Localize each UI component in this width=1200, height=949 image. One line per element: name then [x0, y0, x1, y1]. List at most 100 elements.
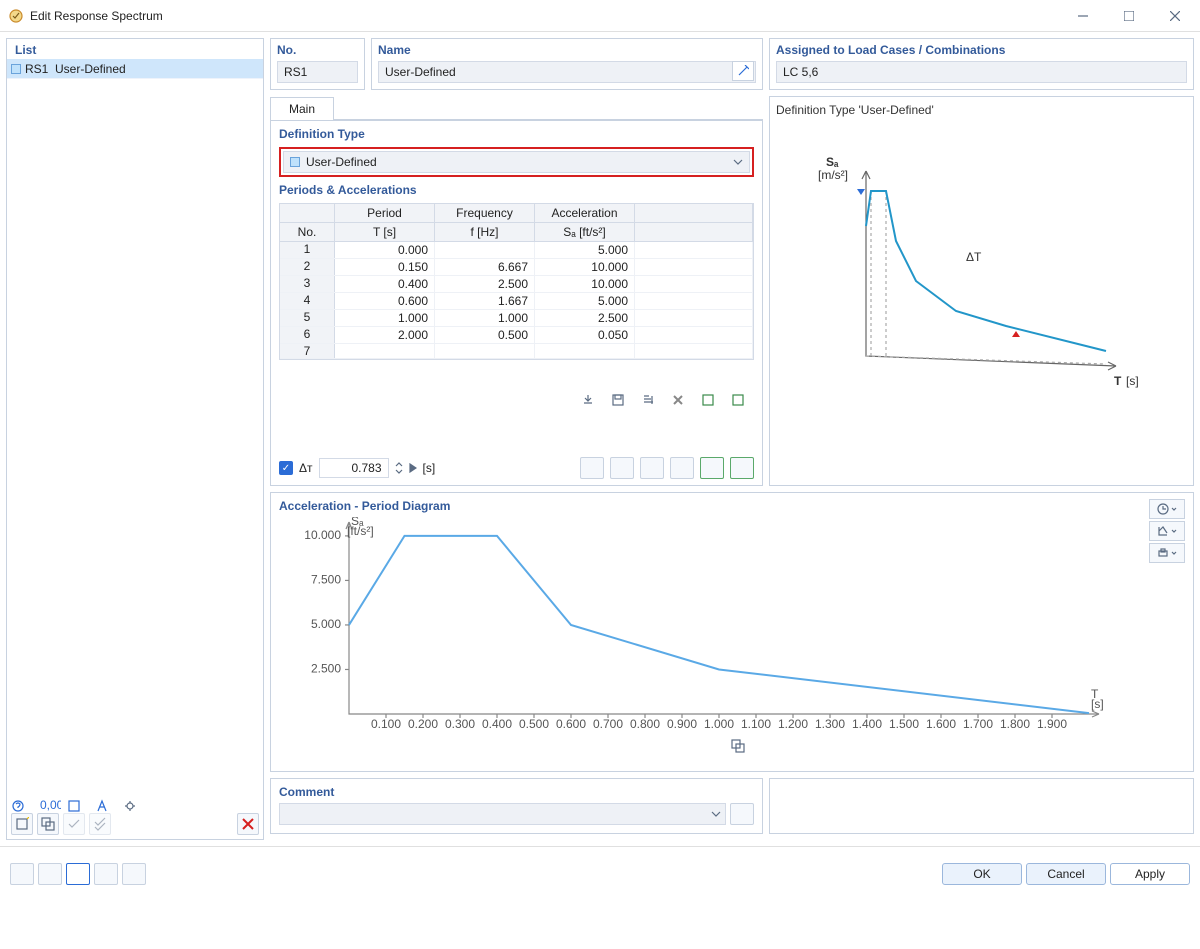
settings-button[interactable] [122, 863, 146, 885]
svg-text:1.900: 1.900 [1037, 717, 1067, 731]
ok-button[interactable]: OK [942, 863, 1022, 885]
table-row[interactable]: 10.0005.000 [280, 242, 753, 259]
svg-text:0.700: 0.700 [593, 717, 623, 731]
svg-text:1.500: 1.500 [889, 717, 919, 731]
svg-text:1.200: 1.200 [778, 717, 808, 731]
table-row[interactable]: 62.0000.5000.050 [280, 327, 753, 344]
delete-item-button[interactable] [237, 813, 259, 835]
svg-text:T: T [1114, 374, 1122, 388]
periods-label: Periods & Accelerations [279, 183, 754, 197]
tool-clock[interactable] [1149, 499, 1185, 519]
definition-type-icon [290, 157, 300, 167]
dt-input[interactable]: 0.783 [319, 458, 389, 478]
comment-input[interactable] [279, 803, 726, 825]
excel-import-button[interactable] [700, 457, 724, 479]
import-button[interactable] [580, 457, 604, 479]
svg-text:ΔT: ΔT [966, 250, 982, 264]
svg-text:1.000: 1.000 [704, 717, 734, 731]
table-row[interactable]: 7 [280, 344, 753, 359]
list-item-name: User-Defined [55, 62, 126, 76]
maximize-button[interactable] [1106, 0, 1152, 32]
svg-text:2.500: 2.500 [311, 661, 341, 675]
svg-text:1.700: 1.700 [963, 717, 993, 731]
svg-text:[m/s²]: [m/s²] [818, 168, 848, 182]
svg-text:0.300: 0.300 [445, 717, 475, 731]
check-all-button[interactable] [89, 813, 111, 835]
svg-text:0.500: 0.500 [519, 717, 549, 731]
clear-button[interactable] [670, 457, 694, 479]
highlight-box: User-Defined [279, 147, 754, 177]
diagram-tools [1149, 499, 1185, 563]
svg-text:0.100: 0.100 [371, 717, 401, 731]
dt-unit: [s] [423, 461, 436, 475]
assigned-label: Assigned to Load Cases / Combinations [776, 41, 1187, 61]
tab-main[interactable]: Main [270, 97, 334, 120]
window-title: Edit Response Spectrum [30, 9, 1060, 23]
col-frequency-header: Frequency [435, 204, 535, 222]
sort-button[interactable] [640, 457, 664, 479]
assigned-field: Assigned to Load Cases / Combinations LC… [769, 38, 1194, 90]
svg-text:0.800: 0.800 [630, 717, 660, 731]
assigned-value: LC 5,6 [776, 61, 1187, 83]
svg-text:1.300: 1.300 [815, 717, 845, 731]
svg-text:0.600: 0.600 [556, 717, 586, 731]
col-acceleration-header: Acceleration [535, 204, 635, 222]
tool-axes[interactable] [1149, 521, 1185, 541]
excel-export-button[interactable] [730, 457, 754, 479]
close-button[interactable] [1152, 0, 1198, 32]
periods-table[interactable]: Period Frequency Acceleration No. T [s] … [279, 203, 754, 360]
check-button[interactable] [63, 813, 85, 835]
table-row[interactable]: 51.0001.0002.500 [280, 310, 753, 327]
tab-bar: Main [270, 96, 763, 120]
cancel-button[interactable]: Cancel [1026, 863, 1106, 885]
list-panel: List RS1 User-Defined [6, 38, 264, 840]
svg-text:1.400: 1.400 [852, 717, 882, 731]
svg-text:5.000: 5.000 [311, 617, 341, 631]
diagram-label: Acceleration - Period Diagram [279, 499, 1185, 517]
table-row[interactable]: 40.6001.6675.000 [280, 293, 753, 310]
tool-print[interactable] [1149, 543, 1185, 563]
comment-label: Comment [279, 783, 754, 803]
minimize-button[interactable] [1060, 0, 1106, 32]
svg-text:1.600: 1.600 [926, 717, 956, 731]
list-item-icon [11, 64, 21, 74]
number-field: No. RS1 [270, 38, 365, 90]
preview-panel: Definition Type 'User-Defined' Sₐ[m/s²]T… [769, 96, 1194, 486]
help-button[interactable] [10, 863, 34, 885]
svg-text:1.100: 1.100 [741, 717, 771, 731]
col-frequency-sub: f [Hz] [435, 223, 535, 241]
list-item-number: RS1 [25, 62, 51, 76]
comment-panel: Comment [270, 778, 763, 834]
dt-label: Δᴛ [299, 461, 313, 475]
name-value[interactable]: User-Defined [378, 61, 756, 83]
number-label: No. [277, 41, 358, 61]
svg-text:0,00: 0,00 [40, 799, 61, 812]
svg-text:Sₐ: Sₐ [826, 155, 839, 169]
diagram-panel: Acceleration - Period Diagram 10.0007.50… [270, 492, 1194, 772]
list-item[interactable]: RS1 User-Defined [7, 59, 263, 79]
titlebar: Edit Response Spectrum [0, 0, 1200, 32]
definition-type-label: Definition Type [279, 127, 754, 141]
definition-type-value: User-Defined [306, 155, 377, 169]
structure-button[interactable] [94, 863, 118, 885]
table-row[interactable]: 20.1506.66710.000 [280, 259, 753, 276]
chevron-down-icon [733, 157, 743, 167]
number-value[interactable]: RS1 [277, 61, 358, 83]
list-label: List [7, 39, 263, 59]
select-button[interactable] [66, 863, 90, 885]
table-row[interactable]: 30.4002.50010.000 [280, 276, 753, 293]
apply-button[interactable]: Apply [1110, 863, 1190, 885]
dt-checkbox[interactable]: ✓ [279, 461, 293, 475]
edit-name-button[interactable] [732, 61, 754, 81]
svg-text:0.900: 0.900 [667, 717, 697, 731]
svg-text:[s]: [s] [1126, 374, 1139, 388]
name-field: Name User-Defined [371, 38, 763, 90]
units-button[interactable]: 0,00 [38, 863, 62, 885]
comment-library-button[interactable] [730, 803, 754, 825]
spinner-icon[interactable] [395, 461, 403, 475]
svg-text:[s]: [s] [1091, 697, 1104, 711]
footer: 0,00 OK Cancel Apply [0, 846, 1200, 900]
play-icon[interactable] [409, 463, 417, 473]
definition-type-dropdown[interactable]: User-Defined [283, 151, 750, 173]
save-button[interactable] [610, 457, 634, 479]
